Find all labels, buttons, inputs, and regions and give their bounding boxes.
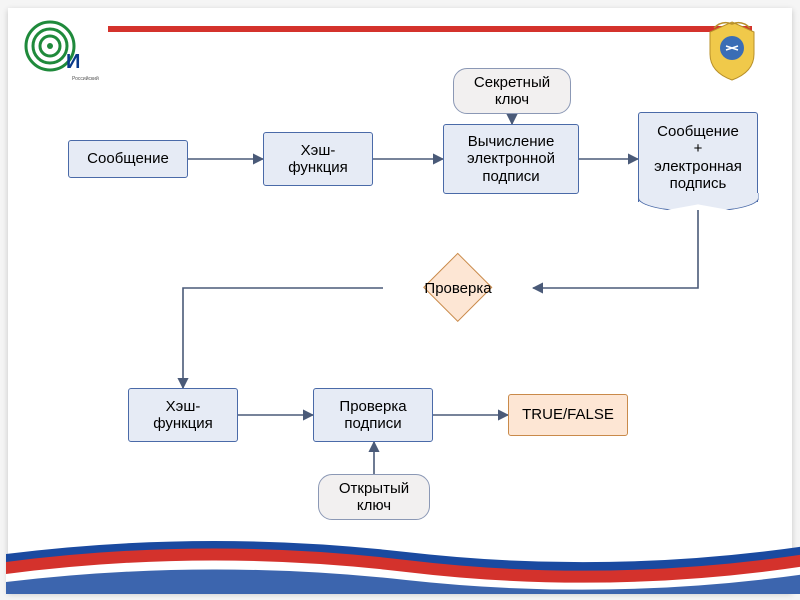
node-label: Открытыйключ <box>339 480 409 515</box>
slide-frame: И Российский Секретныйключ Сообщение Хэш… <box>8 8 792 592</box>
node-label: Проверка <box>424 280 491 297</box>
node-label: Вычислениеэлектроннойподписи <box>467 133 555 185</box>
node-label: Сообщение <box>87 150 169 167</box>
node-label: Хэш-функция <box>288 142 348 177</box>
flowchart-canvas: Секретныйключ Сообщение Хэш-функция Вычи… <box>48 58 752 512</box>
node-secret-key: Секретныйключ <box>453 68 571 114</box>
node-label: Сообщение+электроннаяподпись <box>654 123 742 192</box>
node-verify-signature: Проверкаподписи <box>313 388 433 442</box>
footer-wave <box>6 524 800 594</box>
node-label: Секретныйключ <box>474 74 550 109</box>
node-label: Проверкаподписи <box>339 398 406 433</box>
node-label: Хэш-функция <box>153 398 213 433</box>
node-message: Сообщение <box>68 140 188 178</box>
node-true-false: TRUE/FALSE <box>508 394 628 436</box>
node-hash-function-1: Хэш-функция <box>263 132 373 186</box>
node-check-decision: Проверка <box>383 253 533 323</box>
node-compute-signature: Вычислениеэлектроннойподписи <box>443 124 579 194</box>
node-hash-function-2: Хэш-функция <box>128 388 238 442</box>
node-public-key: Открытыйключ <box>318 474 430 520</box>
top-accent-bar <box>108 26 752 32</box>
node-message-with-signature: Сообщение+электроннаяподпись <box>638 112 758 202</box>
node-label: TRUE/FALSE <box>522 406 614 423</box>
